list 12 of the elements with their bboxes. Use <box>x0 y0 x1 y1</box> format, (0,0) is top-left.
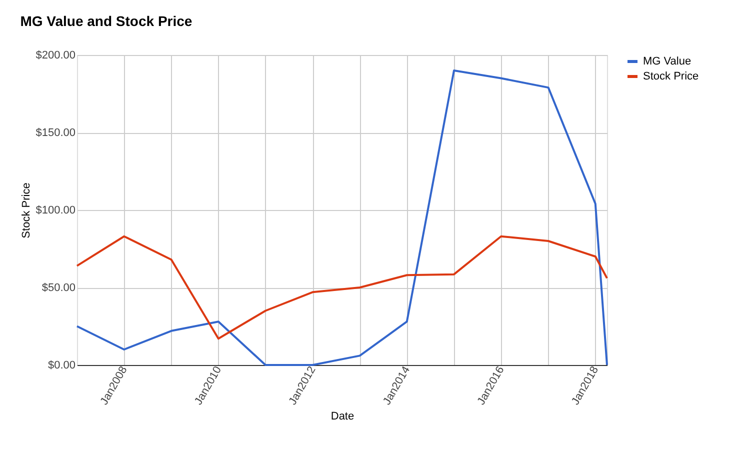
y-tick-label: $200.00 <box>36 50 76 62</box>
legend-label: MG Value <box>643 56 692 68</box>
x-axis-title: Date <box>330 410 354 423</box>
line-series <box>76 235 608 340</box>
y-tick-label: $50.00 <box>42 282 76 294</box>
y-axis-title: Stock Price <box>20 182 33 238</box>
line-series <box>76 70 608 366</box>
legend-label: Stock Price <box>643 70 699 82</box>
y-tick-label: $100.00 <box>36 204 76 216</box>
chart-title: MG Value and Stock Price <box>20 13 192 29</box>
y-tick-label: $0.00 <box>48 360 76 372</box>
y-tick-label: $150.00 <box>36 127 76 139</box>
